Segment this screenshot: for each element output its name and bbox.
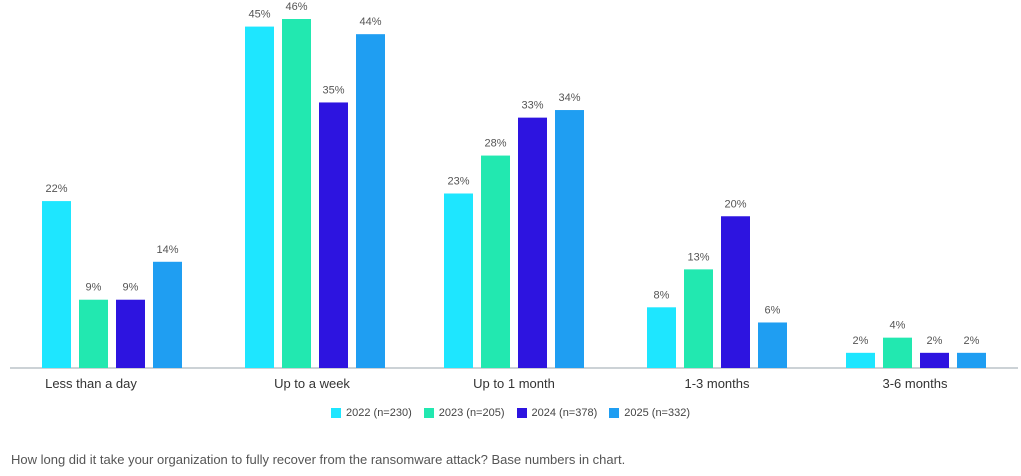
data-label-3-3: 6% bbox=[765, 304, 781, 316]
bar-1-0 bbox=[245, 26, 274, 369]
category-label-4: 3-6 months bbox=[882, 376, 948, 391]
legend-swatch-1 bbox=[423, 408, 434, 418]
category-label-1: Up to a week bbox=[274, 376, 350, 391]
bar-3-2 bbox=[721, 216, 750, 368]
bar-2-0 bbox=[444, 193, 473, 368]
bar-0-3 bbox=[153, 261, 182, 368]
data-label-0-0: 22% bbox=[45, 183, 67, 195]
data-label-3-2: 20% bbox=[724, 198, 746, 210]
data-label-3-1: 13% bbox=[687, 251, 709, 263]
bar-2-2 bbox=[518, 117, 547, 368]
bar-1-2 bbox=[319, 102, 348, 369]
legend-swatch-0 bbox=[331, 408, 341, 418]
legend-label-0: 2022 (n=230) bbox=[346, 407, 412, 419]
bar-3-0 bbox=[647, 307, 676, 368]
legend-label-3: 2025 (n=332) bbox=[624, 407, 690, 419]
data-label-3-0: 8% bbox=[654, 289, 670, 301]
data-label-0-1: 9% bbox=[86, 282, 102, 294]
data-label-1-3: 44% bbox=[359, 16, 381, 28]
data-label-0-3: 14% bbox=[156, 244, 178, 256]
bar-chart: 22% 9% 9% 14% 45% 46% 35% 44% 23% 28% 33% 34% 8% 13% 2… bbox=[10, 1, 1018, 391]
bar-4-3 bbox=[957, 352, 986, 368]
data-label-2-2: 33% bbox=[521, 100, 543, 112]
chart-caption: How long did it take your organization t… bbox=[11, 452, 626, 467]
category-label-2: Up to 1 month bbox=[473, 376, 555, 391]
legend: 2022 (n=230) 2023 (n=205) 2024 (n=378) 2025… bbox=[0, 407, 1021, 419]
data-label-4-3: 2% bbox=[964, 335, 980, 347]
legend-item-3: 2025 (n=332) bbox=[609, 407, 690, 419]
legend-label-1: 2023 (n=205) bbox=[438, 407, 505, 419]
bar-1-3 bbox=[356, 34, 385, 368]
bar-4-2 bbox=[920, 352, 949, 368]
bar-3-3 bbox=[758, 322, 787, 368]
data-label-1-2: 35% bbox=[322, 84, 344, 96]
legend-swatch-3 bbox=[609, 408, 620, 418]
data-label-1-1: 46% bbox=[285, 1, 307, 13]
bar-4-0 bbox=[846, 352, 875, 368]
data-label-0-2: 9% bbox=[123, 282, 139, 294]
data-label-2-1: 28% bbox=[484, 138, 506, 150]
bar-2-1 bbox=[481, 155, 510, 368]
data-label-2-3: 34% bbox=[558, 92, 580, 104]
data-label-1-0: 45% bbox=[248, 9, 270, 21]
legend-item-2: 2024 (n=378) bbox=[516, 407, 598, 419]
bar-0-1 bbox=[79, 299, 108, 368]
legend-item-0: 2022 (n=230) bbox=[331, 407, 412, 419]
bar-0-0 bbox=[42, 201, 71, 368]
data-label-4-2: 2% bbox=[927, 335, 943, 347]
legend-item-1: 2023 (n=205) bbox=[423, 407, 505, 419]
legend-swatch-2 bbox=[516, 408, 527, 418]
legend-label-2: 2024 (n=378) bbox=[531, 407, 598, 419]
bar-3-1 bbox=[684, 269, 713, 368]
category-label-3: 1-3 months bbox=[684, 376, 750, 391]
data-label-2-0: 23% bbox=[447, 176, 469, 188]
bar-1-1 bbox=[282, 19, 311, 368]
data-label-4-1: 4% bbox=[890, 320, 906, 332]
bar-4-1 bbox=[883, 337, 912, 368]
bar-0-2 bbox=[116, 299, 145, 368]
bar-2-3 bbox=[555, 110, 584, 368]
category-label-0: Less than a day bbox=[45, 376, 137, 391]
data-label-4-0: 2% bbox=[853, 335, 869, 347]
